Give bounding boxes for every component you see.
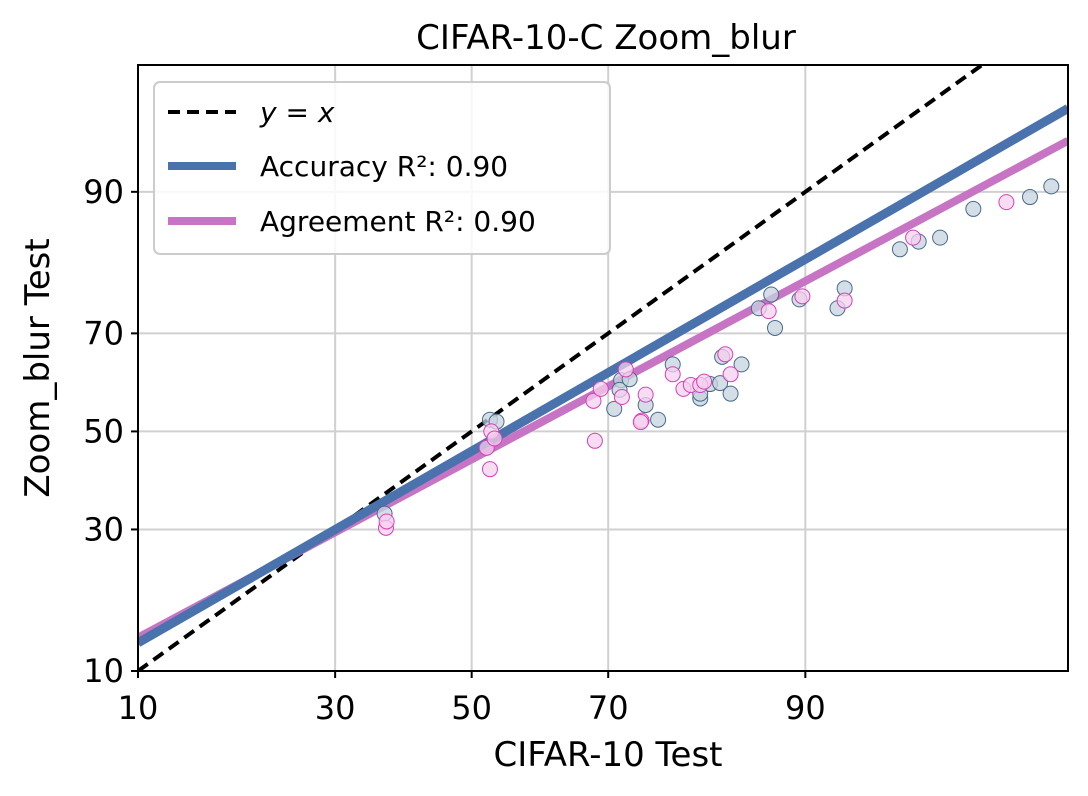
y-tick-label: 70 [83,314,124,352]
axis-ticks: 10 30 50 70 90 10 30 50 70 90 [83,173,825,727]
accuracy-point [650,411,667,428]
x-tick-label: 70 [588,689,629,727]
agreement-point [637,386,654,403]
legend-label-agreement: Agreement R²: 0.90 [260,205,536,238]
accuracy-point [1043,178,1060,195]
y-tick-label: 90 [83,173,124,211]
agreement-point [998,194,1015,211]
legend: y = x Accuracy R²: 0.90 Agreement R²: 0.… [153,81,611,255]
agreement-point [632,414,649,431]
x-tick-label: 90 [785,689,826,727]
agreement-point [613,389,630,406]
y-tick-label: 30 [83,510,124,548]
agreement-point [722,366,739,383]
agreement-point [717,346,734,363]
accuracy-point [606,400,623,417]
x-axis-label: CIFAR-10 Test [493,735,722,775]
accuracy-point [932,229,949,246]
accuracy-point [891,241,908,258]
agreement-point [905,229,922,246]
agreement-point [794,288,811,305]
agreement-point [586,432,603,449]
agreement-point [585,392,602,409]
legend-label-yx: y = x [259,96,335,129]
y-tick-label: 10 [83,652,124,690]
agreement-point [486,430,503,447]
y-tick-label: 50 [83,412,124,450]
accuracy-point [712,375,729,392]
accuracy-point [1021,189,1038,206]
accuracy-point [763,286,780,303]
agreement-point [481,461,498,478]
plot-area [138,65,1068,671]
agreement-point [836,292,853,309]
y-axis-label: Zoom_blur Test [18,238,58,497]
accuracy-point [767,319,784,336]
agreement-point [664,366,681,383]
plot-frame [137,64,1069,672]
accuracy-fit-line [138,104,1068,647]
agreement-point [617,361,634,378]
accuracy-point [733,356,750,373]
accuracy-point [722,385,739,402]
x-tick-label: 30 [315,689,356,727]
agreement-point [378,513,395,530]
chart-title: CIFAR-10-C Zoom_blur [416,18,796,58]
agreement-point [760,303,777,320]
x-tick-label: 50 [451,689,492,727]
agreement-point [592,380,609,397]
x-tick-label: 10 [118,689,159,727]
legend-label-accuracy: Accuracy R²: 0.90 [260,150,508,183]
legend-box [153,81,611,255]
accuracy-point [965,200,982,217]
agreement-point [696,373,713,390]
